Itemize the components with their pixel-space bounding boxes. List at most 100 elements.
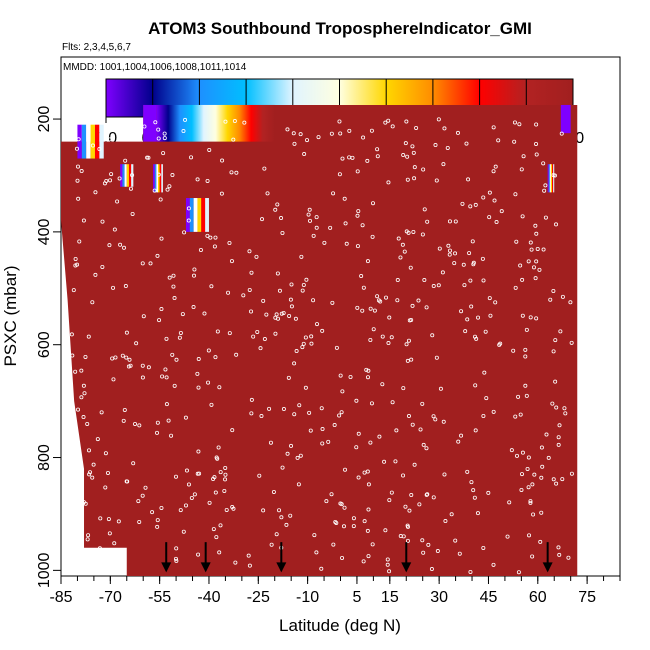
sample-marker	[406, 230, 411, 235]
sample-marker	[148, 261, 153, 266]
sample-marker	[122, 407, 127, 412]
sample-marker	[401, 153, 406, 158]
sample-marker	[223, 472, 228, 477]
sample-marker	[82, 391, 87, 396]
low-value-patch	[126, 164, 129, 187]
sample-marker	[447, 248, 452, 253]
sample-marker	[347, 155, 352, 160]
sample-marker	[351, 524, 356, 529]
sample-marker	[425, 492, 430, 497]
sample-marker	[189, 496, 194, 501]
sample-marker	[159, 307, 164, 312]
sample-marker	[207, 500, 212, 505]
sample-marker	[383, 120, 388, 125]
sample-marker	[568, 300, 573, 305]
sample-marker	[230, 428, 235, 433]
sample-marker	[159, 505, 164, 510]
sample-marker	[499, 209, 504, 214]
sample-marker	[365, 375, 370, 380]
sample-marker	[258, 346, 263, 351]
sample-marker	[365, 158, 370, 163]
sample-marker	[337, 119, 342, 124]
sample-marker	[405, 358, 410, 363]
sample-marker	[308, 428, 313, 433]
sample-marker	[254, 254, 259, 259]
sample-marker	[370, 201, 375, 206]
sample-marker	[407, 318, 412, 323]
sample-marker	[557, 423, 562, 428]
x-tick-label: -40	[197, 589, 220, 606]
sample-marker	[389, 335, 394, 340]
sample-marker	[311, 233, 316, 238]
sample-marker	[183, 503, 188, 508]
sample-marker	[205, 178, 210, 183]
sample-marker	[437, 246, 442, 251]
sample-marker	[544, 432, 549, 437]
low-value-patch	[153, 164, 155, 193]
sample-marker	[551, 477, 556, 482]
sample-marker	[234, 352, 239, 357]
sample-marker	[124, 133, 129, 138]
sample-marker	[296, 482, 301, 487]
sample-marker	[512, 120, 517, 125]
sample-marker	[285, 127, 290, 132]
x-tick-label: 15	[381, 589, 399, 606]
sample-marker	[469, 480, 474, 485]
low-value-patch	[159, 164, 162, 193]
sample-marker	[525, 466, 530, 471]
sample-marker	[249, 309, 254, 314]
low-value-patch	[550, 164, 553, 193]
sample-marker	[481, 545, 486, 550]
sample-marker	[155, 253, 160, 258]
sample-marker	[110, 356, 115, 361]
sample-marker	[76, 407, 81, 412]
y-axis: 200 400 600 800 1000	[36, 106, 61, 588]
sample-marker	[143, 485, 148, 490]
sample-marker	[529, 247, 534, 252]
sample-marker	[320, 328, 325, 333]
sample-marker	[230, 505, 235, 510]
sample-marker	[224, 507, 229, 512]
sample-marker	[86, 334, 91, 339]
x-tick-label: -70	[99, 589, 122, 606]
sample-marker	[241, 293, 246, 298]
sample-marker	[328, 225, 333, 230]
sample-marker	[493, 164, 498, 169]
low-value-patch	[143, 104, 157, 142]
mmdd-label: MMDD: 1001,1004,1006,1008,1011,1014	[63, 62, 247, 73]
sample-marker	[196, 552, 201, 557]
sample-marker	[79, 368, 84, 373]
data-field	[61, 104, 578, 577]
sample-marker	[100, 264, 105, 269]
sample-marker	[518, 412, 523, 417]
sample-marker	[319, 406, 324, 411]
sample-marker	[142, 124, 147, 129]
sample-marker	[75, 178, 80, 183]
sample-marker	[81, 218, 86, 223]
sample-marker	[79, 395, 84, 400]
sample-marker	[468, 278, 473, 283]
sample-marker	[267, 406, 272, 411]
sample-marker	[520, 450, 525, 455]
sample-marker	[294, 349, 299, 354]
x-tick-label: -10	[296, 589, 319, 606]
sample-marker	[249, 411, 254, 416]
sample-marker	[471, 488, 476, 493]
sample-marker	[223, 477, 228, 482]
sample-marker	[234, 170, 239, 175]
sample-marker	[409, 357, 414, 362]
sample-marker	[355, 305, 360, 310]
sample-marker	[416, 298, 421, 303]
sample-marker	[459, 309, 464, 314]
sample-marker	[468, 569, 473, 574]
sample-marker	[337, 172, 342, 177]
sample-marker	[117, 176, 122, 181]
sample-marker	[375, 154, 380, 159]
sample-marker	[453, 251, 458, 256]
sample-marker	[569, 340, 574, 345]
sample-marker	[292, 412, 297, 417]
sample-marker	[449, 512, 454, 517]
sample-marker	[111, 285, 116, 290]
sample-marker	[140, 493, 145, 498]
sample-marker	[417, 502, 422, 507]
